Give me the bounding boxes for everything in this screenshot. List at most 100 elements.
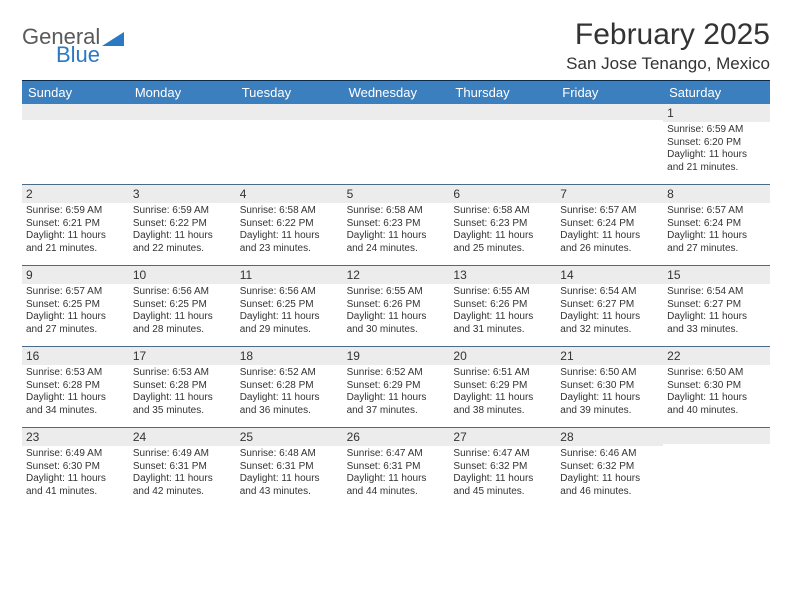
- day-detail: Sunrise: 6:56 AMSunset: 6:25 PMDaylight:…: [129, 284, 236, 346]
- daylight-text: and 34 minutes.: [26, 405, 125, 418]
- daylight-text: and 44 minutes.: [347, 486, 446, 499]
- calendar-cell: 1Sunrise: 6:59 AMSunset: 6:20 PMDaylight…: [663, 104, 770, 184]
- sunrise-text: Sunrise: 6:51 AM: [453, 367, 552, 380]
- day-detail: [556, 120, 663, 182]
- sunset-text: Sunset: 6:20 PM: [667, 137, 766, 150]
- day-number: 23: [22, 428, 129, 446]
- sunrise-text: Sunrise: 6:47 AM: [453, 448, 552, 461]
- daylight-text: Daylight: 11 hours: [133, 311, 232, 324]
- day-number: 9: [22, 266, 129, 284]
- dow-saturday: Saturday: [663, 81, 770, 104]
- day-detail: Sunrise: 6:58 AMSunset: 6:23 PMDaylight:…: [343, 203, 450, 265]
- calendar-cell: 21Sunrise: 6:50 AMSunset: 6:30 PMDayligh…: [556, 347, 663, 427]
- daylight-text: and 22 minutes.: [133, 243, 232, 256]
- daylight-text: Daylight: 11 hours: [560, 392, 659, 405]
- calendar-cell: 12Sunrise: 6:55 AMSunset: 6:26 PMDayligh…: [343, 266, 450, 346]
- day-detail: Sunrise: 6:57 AMSunset: 6:24 PMDaylight:…: [663, 203, 770, 265]
- day-detail: Sunrise: 6:51 AMSunset: 6:29 PMDaylight:…: [449, 365, 556, 427]
- daylight-text: Daylight: 11 hours: [133, 230, 232, 243]
- daylight-text: Daylight: 11 hours: [133, 473, 232, 486]
- calendar-week: 16Sunrise: 6:53 AMSunset: 6:28 PMDayligh…: [22, 346, 770, 427]
- day-detail: [236, 120, 343, 182]
- daylight-text: Daylight: 11 hours: [667, 149, 766, 162]
- calendar-cell: 27Sunrise: 6:47 AMSunset: 6:32 PMDayligh…: [449, 428, 556, 508]
- day-detail: Sunrise: 6:50 AMSunset: 6:30 PMDaylight:…: [556, 365, 663, 427]
- sunrise-text: Sunrise: 6:53 AM: [133, 367, 232, 380]
- daylight-text: and 21 minutes.: [26, 243, 125, 256]
- sunset-text: Sunset: 6:24 PM: [560, 218, 659, 231]
- day-number: 24: [129, 428, 236, 446]
- sunrise-text: Sunrise: 6:49 AM: [26, 448, 125, 461]
- daylight-text: and 30 minutes.: [347, 324, 446, 337]
- day-detail: [449, 120, 556, 182]
- day-detail: Sunrise: 6:58 AMSunset: 6:22 PMDaylight:…: [236, 203, 343, 265]
- month-title: February 2025: [566, 18, 770, 52]
- daylight-text: Daylight: 11 hours: [453, 392, 552, 405]
- sunrise-text: Sunrise: 6:48 AM: [240, 448, 339, 461]
- sunset-text: Sunset: 6:32 PM: [453, 461, 552, 474]
- calendar-cell: 16Sunrise: 6:53 AMSunset: 6:28 PMDayligh…: [22, 347, 129, 427]
- sunset-text: Sunset: 6:27 PM: [560, 299, 659, 312]
- calendar-cell: 19Sunrise: 6:52 AMSunset: 6:29 PMDayligh…: [343, 347, 450, 427]
- day-number: 19: [343, 347, 450, 365]
- day-detail: Sunrise: 6:54 AMSunset: 6:27 PMDaylight:…: [556, 284, 663, 346]
- daylight-text: Daylight: 11 hours: [453, 230, 552, 243]
- calendar-cell: 11Sunrise: 6:56 AMSunset: 6:25 PMDayligh…: [236, 266, 343, 346]
- sunset-text: Sunset: 6:29 PM: [453, 380, 552, 393]
- daylight-text: Daylight: 11 hours: [240, 230, 339, 243]
- calendar-cell: [129, 104, 236, 184]
- sunrise-text: Sunrise: 6:58 AM: [240, 205, 339, 218]
- daylight-text: and 23 minutes.: [240, 243, 339, 256]
- logo-blue-row: Blue: [22, 42, 100, 68]
- day-number: [343, 104, 450, 120]
- dow-friday: Friday: [556, 81, 663, 104]
- day-number: [236, 104, 343, 120]
- title-block: February 2025 San Jose Tenango, Mexico: [566, 18, 770, 74]
- daylight-text: and 31 minutes.: [453, 324, 552, 337]
- sunrise-text: Sunrise: 6:56 AM: [240, 286, 339, 299]
- day-number: 13: [449, 266, 556, 284]
- day-number: [22, 104, 129, 120]
- day-detail: Sunrise: 6:49 AMSunset: 6:31 PMDaylight:…: [129, 446, 236, 508]
- sunrise-text: Sunrise: 6:59 AM: [133, 205, 232, 218]
- daylight-text: Daylight: 11 hours: [667, 311, 766, 324]
- day-number: 26: [343, 428, 450, 446]
- calendar-cell: [556, 104, 663, 184]
- sunrise-text: Sunrise: 6:50 AM: [560, 367, 659, 380]
- calendar-header-row: Sunday Monday Tuesday Wednesday Thursday…: [22, 81, 770, 104]
- day-detail: Sunrise: 6:57 AMSunset: 6:25 PMDaylight:…: [22, 284, 129, 346]
- daylight-text: Daylight: 11 hours: [133, 392, 232, 405]
- day-number: 21: [556, 347, 663, 365]
- daylight-text: Daylight: 11 hours: [347, 473, 446, 486]
- daylight-text: Daylight: 11 hours: [560, 311, 659, 324]
- daylight-text: Daylight: 11 hours: [347, 311, 446, 324]
- daylight-text: Daylight: 11 hours: [347, 392, 446, 405]
- calendar-cell: 14Sunrise: 6:54 AMSunset: 6:27 PMDayligh…: [556, 266, 663, 346]
- day-detail: [343, 120, 450, 182]
- day-number: [449, 104, 556, 120]
- daylight-text: Daylight: 11 hours: [560, 473, 659, 486]
- sunset-text: Sunset: 6:31 PM: [133, 461, 232, 474]
- day-number: 4: [236, 185, 343, 203]
- sunrise-text: Sunrise: 6:49 AM: [133, 448, 232, 461]
- day-number: 11: [236, 266, 343, 284]
- calendar-cell: 7Sunrise: 6:57 AMSunset: 6:24 PMDaylight…: [556, 185, 663, 265]
- calendar-cell: 2Sunrise: 6:59 AMSunset: 6:21 PMDaylight…: [22, 185, 129, 265]
- day-number: 1: [663, 104, 770, 122]
- day-number: 2: [22, 185, 129, 203]
- daylight-text: Daylight: 11 hours: [26, 473, 125, 486]
- calendar-cell: 18Sunrise: 6:52 AMSunset: 6:28 PMDayligh…: [236, 347, 343, 427]
- calendar-week: 23Sunrise: 6:49 AMSunset: 6:30 PMDayligh…: [22, 427, 770, 508]
- daylight-text: Daylight: 11 hours: [240, 392, 339, 405]
- sunrise-text: Sunrise: 6:55 AM: [347, 286, 446, 299]
- daylight-text: and 42 minutes.: [133, 486, 232, 499]
- day-number: 28: [556, 428, 663, 446]
- sunset-text: Sunset: 6:25 PM: [240, 299, 339, 312]
- day-detail: Sunrise: 6:55 AMSunset: 6:26 PMDaylight:…: [449, 284, 556, 346]
- daylight-text: Daylight: 11 hours: [667, 392, 766, 405]
- sunrise-text: Sunrise: 6:47 AM: [347, 448, 446, 461]
- dow-tuesday: Tuesday: [236, 81, 343, 104]
- day-detail: Sunrise: 6:59 AMSunset: 6:22 PMDaylight:…: [129, 203, 236, 265]
- calendar-cell: [236, 104, 343, 184]
- sunset-text: Sunset: 6:26 PM: [347, 299, 446, 312]
